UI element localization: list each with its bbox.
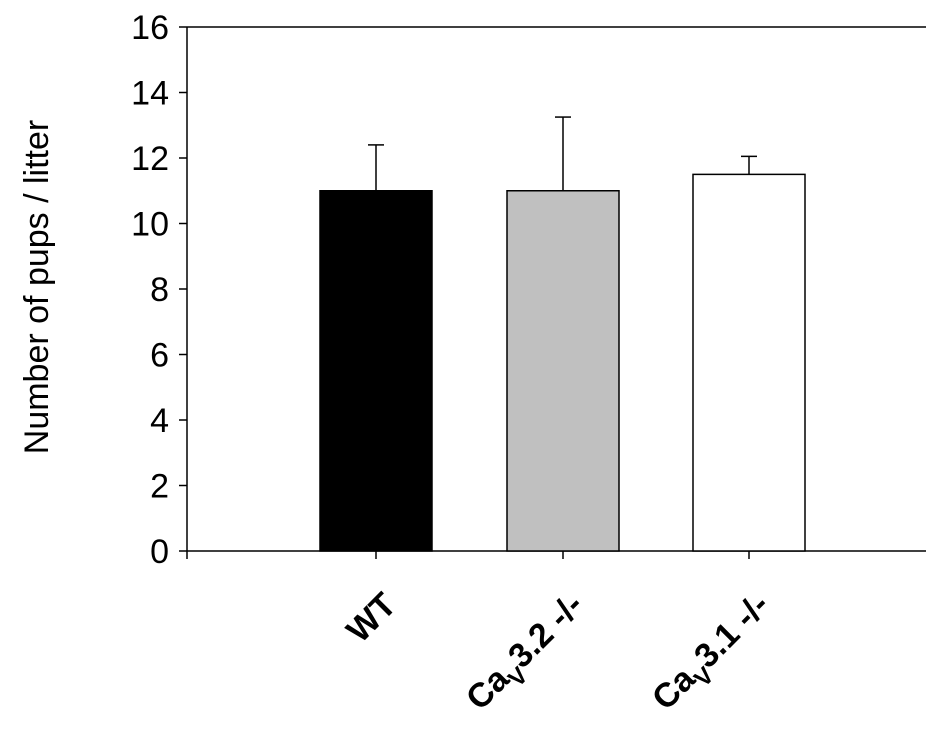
- bar-3: [692, 173, 806, 552]
- y-tick-label: 4: [150, 402, 169, 440]
- x-tick-labels: WT CaV3.2 -/- CaV3.1 -/-: [339, 586, 782, 723]
- y-tick-label: 6: [150, 337, 169, 375]
- bar-2: [506, 190, 620, 552]
- y-tick-label: 2: [150, 468, 169, 506]
- x-tick-label: CaV3.2 -/-: [459, 586, 596, 723]
- y-tick-label: 14: [131, 75, 169, 113]
- bars: [319, 173, 806, 552]
- y-tick-label: 10: [131, 206, 169, 244]
- x-tick-label: WT: [339, 586, 403, 650]
- y-tick-label: 16: [131, 9, 169, 47]
- bar-1: [319, 190, 433, 552]
- y-tick-label: 12: [131, 140, 169, 178]
- y-axis-title: Number of pups / litter: [18, 120, 56, 454]
- x-tick-label: CaV3.1 -/-: [645, 586, 782, 723]
- y-tick-label: 0: [150, 533, 169, 571]
- y-tick-label: 8: [150, 271, 169, 309]
- y-ticks: 0 2 4 6 8 10 12 14 16: [131, 9, 187, 571]
- error-bars: [368, 116, 757, 191]
